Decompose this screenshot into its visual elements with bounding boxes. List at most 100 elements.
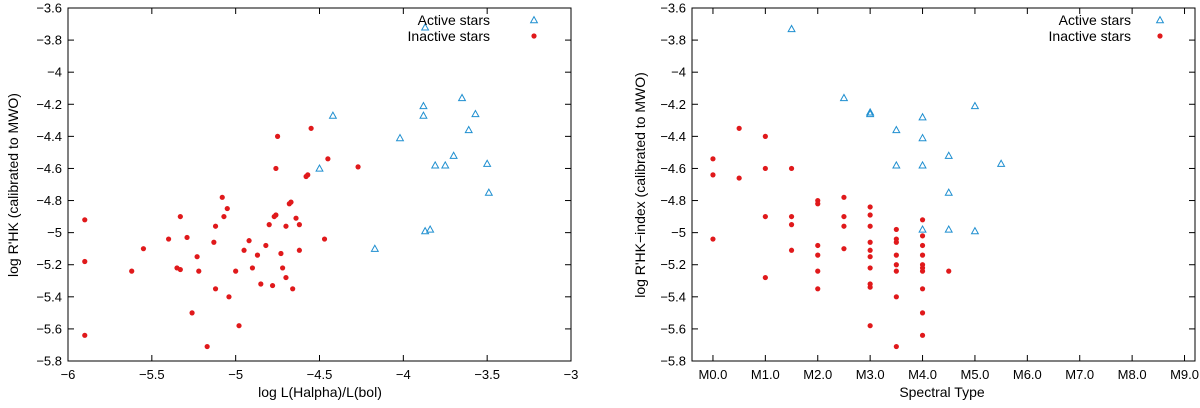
left-legend-inactive-marker [531, 33, 537, 39]
left-legend-inactive-symbol [531, 33, 537, 39]
left-active-star-point [315, 164, 324, 172]
right-inactive-star-point [893, 239, 899, 245]
right-active-star-point [944, 151, 953, 159]
right-active-star-point [970, 101, 980, 110]
left-inactive-star-point [296, 222, 302, 228]
left-inactive-star-point [224, 205, 230, 212]
left-x-tick-label: −5 [228, 367, 243, 382]
left-legend-inactive-label: Inactive stars [408, 28, 490, 44]
right-inactive-star-point [867, 204, 873, 210]
right-ticks: M0.0 M1.0 M2.0 M3.0 M4.0 M5.0 M6.0 M7.0 M8.0 M9.0… [660, 1, 1199, 383]
left-x-tick-label: −4.5 [307, 367, 333, 382]
right-legend-inactive-symbol [1157, 33, 1163, 39]
left-inactive-star-point [283, 223, 289, 229]
right-active-star-point [970, 226, 980, 235]
left-active-star-point [430, 160, 440, 169]
left-inactive-star-point [296, 247, 302, 253]
right-x-tick-label: M9.0 [1170, 367, 1199, 382]
left-inactive-star-point [184, 234, 190, 241]
right-y-tick-label: −4.6 [660, 161, 686, 176]
right-inactive-star-point [919, 242, 926, 249]
right-inactive-star-point [762, 213, 768, 220]
left-active-star-point [457, 93, 467, 102]
left-inactive-star-point [288, 199, 294, 205]
right-legend-inactive-label: Inactive stars [1049, 28, 1131, 44]
right-active-star-point [996, 159, 1006, 167]
right-plot-frame [691, 7, 1196, 362]
right-x-tick-label: M0.0 [699, 367, 728, 382]
left-y-tick-label: −4.6 [36, 161, 62, 176]
right-y-tick-label: −3.8 [660, 33, 686, 48]
left-y-tick-label: −3.6 [36, 1, 62, 16]
right-inactive-star-point [815, 286, 821, 292]
left-inactive-star-point [269, 282, 276, 289]
left-x-axis-title: log L(Halpha)/L(bol) [258, 384, 382, 400]
right-inactive-star-point [867, 284, 873, 290]
right-inactive-star-point [841, 213, 847, 220]
right-inactive-star-point [788, 165, 795, 172]
left-active-star-point [484, 188, 494, 196]
right-y-tick-label: −4.4 [660, 129, 686, 144]
right-inactive-star-point [867, 239, 873, 245]
right-y-tick-label: −4.2 [660, 97, 686, 112]
right-active-star-point [892, 125, 901, 134]
left-active-star-point [420, 22, 430, 31]
left-inactive-star-point [355, 164, 361, 170]
right-x-axis-title: Spectral Type [899, 384, 985, 400]
left-x-tick-label: −3 [564, 367, 579, 382]
right-y-tick-label: −3.6 [660, 1, 686, 16]
right-x-tick-label: M5.0 [960, 367, 989, 382]
left-y-tick-label: −5.6 [36, 321, 62, 336]
left-inactive-star-point [266, 222, 272, 228]
left-y-axis-title: log R'HK (calibrated to MWO) [5, 93, 21, 277]
left-inactive-star-point [177, 213, 183, 220]
left-inactive-star-point [325, 156, 331, 162]
left-inactive-star-point [140, 246, 147, 252]
right-inactive-star-point [919, 268, 926, 274]
left-active-star-point [449, 151, 458, 159]
right-active-star-point [865, 109, 875, 118]
right-inactive-star-point [841, 246, 847, 252]
right-active-star-point [918, 133, 927, 142]
left-plot-frame [67, 7, 572, 362]
right-legend-inactive-marker [1157, 33, 1163, 39]
right-inactive-star-point [815, 242, 821, 249]
right-inactive-star-point [867, 323, 873, 329]
right-inactive-star-point [946, 268, 952, 274]
left-inactive-star-point [219, 194, 225, 200]
right-inactive-star-point [867, 265, 873, 271]
right-inactive-star-point [919, 233, 926, 239]
right-y-tick-label: −5.2 [660, 257, 686, 272]
left-inactive-star-point [82, 217, 88, 223]
right-inactive-star-point [815, 252, 821, 258]
left-inactive-star-point [273, 212, 279, 218]
left-inactive-star-point [166, 236, 172, 242]
right-inactive-star-point [710, 236, 716, 242]
left-y-tick-label: −4.2 [36, 97, 62, 112]
left-ticks: −6 −5.5 −5 −4.5 −4 −3.5 −3 −5.8 −5.6 −5.4 −5.2 −5 −4… [36, 1, 578, 383]
left-active-star-point [370, 244, 380, 252]
left-inactive-star-point [241, 247, 247, 253]
right-active-star-point [839, 93, 849, 102]
right-inactive-star-point [867, 212, 873, 218]
left-x-tick-label: −6 [61, 367, 76, 382]
left-inactive-star-point [236, 323, 242, 329]
left-y-tick-label: −5.8 [36, 354, 62, 369]
left-inactive-star-point [263, 242, 269, 249]
right-inactive-star-point [893, 268, 899, 274]
right-inactive-star-point [919, 252, 926, 258]
right-legend-active-label: Active stars [1059, 12, 1131, 28]
right-x-tick-label: M1.0 [751, 367, 780, 382]
right-inactive-star-point [867, 254, 873, 260]
left-inactive-star-point [221, 213, 227, 220]
right-y-tick-label: −5.6 [660, 321, 686, 336]
left-inactive-star-point [194, 254, 200, 260]
left-inactive-star-point [211, 239, 217, 245]
left-inactive-star-point [274, 133, 281, 139]
right-inactive-star-point [919, 332, 926, 338]
right-y-tick-label: −5 [671, 225, 686, 240]
left-inactive-star-point [212, 223, 219, 229]
left-inactive-star-point [258, 281, 264, 287]
left-y-tick-label: −3.8 [36, 33, 62, 48]
right-inactive-star-point [919, 217, 926, 223]
